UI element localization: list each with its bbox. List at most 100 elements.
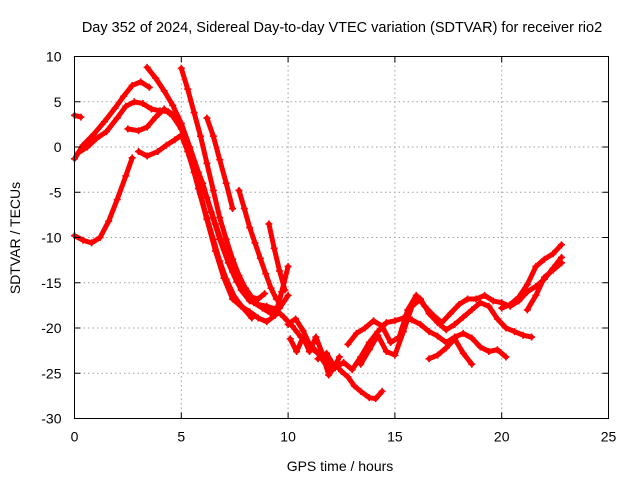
data-point [160, 87, 168, 95]
data-point [154, 148, 162, 156]
data-point [372, 395, 380, 403]
data-point [540, 255, 548, 263]
data-point [246, 224, 254, 232]
data-point [272, 295, 280, 303]
data-series-arc-13 [287, 334, 342, 378]
data-point [523, 306, 531, 314]
data-point [235, 186, 243, 194]
data-point [197, 190, 205, 198]
data-point [284, 320, 292, 328]
y-tick-label: 5 [54, 94, 62, 110]
data-point [256, 254, 264, 262]
data-point [137, 78, 145, 86]
data-point [425, 310, 433, 318]
data-point [312, 333, 320, 341]
data-point [203, 194, 211, 202]
data-point [502, 353, 510, 361]
data-point [143, 152, 151, 160]
data-point [485, 302, 493, 310]
data-point [519, 331, 527, 339]
data-point [77, 113, 85, 121]
data-point [293, 348, 301, 356]
data-point [442, 326, 450, 334]
data-point [190, 109, 198, 117]
data-point [203, 214, 211, 222]
data-point [263, 302, 271, 310]
data-point [143, 63, 151, 71]
data-point [222, 179, 230, 187]
data-point [344, 340, 352, 348]
data-point [459, 313, 467, 321]
data-point [251, 239, 259, 247]
data-point [216, 257, 224, 265]
data-point [265, 220, 273, 228]
data-point [284, 291, 292, 299]
data-point [96, 234, 104, 241]
data-point [374, 331, 382, 339]
data-point [88, 239, 96, 247]
data-point [122, 172, 130, 180]
data-point [209, 235, 217, 243]
data-point [549, 250, 557, 258]
data-point [382, 348, 390, 356]
y-axis-label: SDTVAR / TECUs [7, 182, 23, 294]
data-point [177, 119, 185, 127]
data-point [558, 241, 566, 249]
data-point [169, 101, 177, 109]
x-tick-label: 25 [601, 429, 617, 445]
data-point [203, 159, 211, 167]
y-tick-label: 10 [46, 49, 62, 65]
data-point [417, 320, 425, 328]
data-point [528, 333, 536, 341]
data-series-arc-10 [236, 187, 279, 302]
data-point [263, 318, 271, 326]
y-tick-label: -30 [41, 411, 61, 427]
data-series-arc-6 [136, 132, 255, 321]
data-point [476, 343, 484, 351]
data-point [152, 113, 160, 121]
data-point [281, 286, 289, 294]
data-point [412, 291, 420, 299]
data-series-arc-17 [426, 336, 475, 367]
data-point [323, 349, 331, 357]
data-point [241, 284, 249, 292]
chart-title: Day 352 of 2024, Sidereal Day-to-day VTE… [82, 20, 602, 36]
data-point [493, 315, 501, 323]
data-point [124, 125, 132, 133]
data-point [143, 123, 151, 131]
y-tick-label: -15 [41, 275, 61, 291]
data-point [314, 355, 322, 363]
data-point [271, 305, 279, 313]
data-point [222, 235, 230, 243]
data-point [292, 315, 300, 323]
data-point [532, 291, 540, 299]
data-point [476, 299, 484, 307]
data-point [532, 262, 540, 270]
data-point [485, 348, 493, 356]
data-point [425, 355, 433, 363]
data-point [489, 297, 497, 305]
data-point [261, 290, 269, 298]
data-point [113, 114, 121, 122]
data-point [100, 118, 108, 126]
data-point [468, 306, 476, 314]
data-point [335, 353, 343, 361]
data-series-arc-11 [266, 221, 288, 293]
data-point [160, 105, 168, 113]
x-tick-label: 5 [177, 429, 185, 445]
data-point [451, 335, 459, 343]
data-point [222, 275, 230, 283]
data-point [262, 270, 270, 278]
data-point [365, 394, 373, 402]
data-series-arc-15 [345, 254, 564, 347]
data-point [209, 132, 217, 140]
data-point [549, 266, 557, 274]
data-point [365, 346, 373, 354]
data-point [237, 286, 245, 294]
data-point [464, 295, 472, 303]
data-point [145, 83, 153, 91]
x-tick-label: 20 [494, 429, 510, 445]
data-point [391, 351, 399, 359]
data-point [434, 319, 442, 327]
